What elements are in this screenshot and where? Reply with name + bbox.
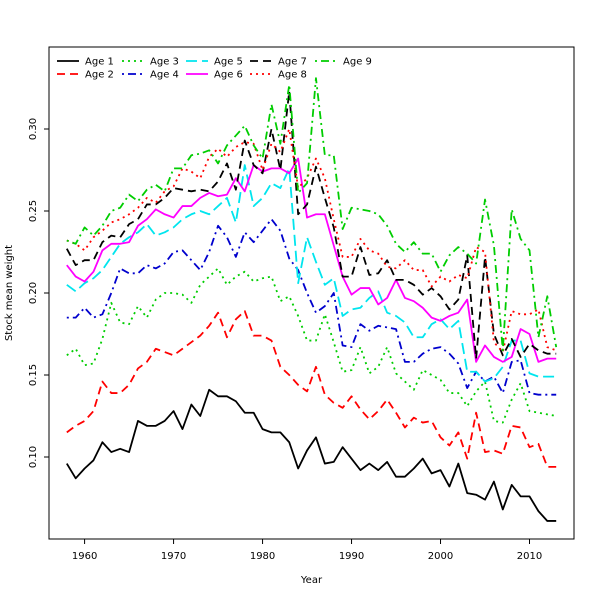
- legend: Age 1 Age 2 Age 3 Age 4 Age 5 Age 6 Age 7 Age 8…: [57, 57, 372, 81]
- x-tick-label: 1980: [250, 551, 275, 562]
- x-tick-label: 1960: [72, 551, 97, 562]
- series-line-age-2: [66, 310, 557, 468]
- legend-label-age-4: Age 4: [150, 70, 179, 81]
- legend-label-age-7: Age 7: [278, 57, 307, 68]
- x-axis-label: Year: [300, 575, 323, 586]
- legend-label-age-6: Age 6: [214, 70, 243, 81]
- series-line-age-3: [66, 267, 557, 424]
- x-axis: 1960 1970 1980 1990 2000 2010: [72, 539, 542, 562]
- y-tick-label: 0.10: [28, 446, 39, 468]
- series-line-age-9: [66, 77, 558, 352]
- y-tick-label: 0.15: [28, 364, 39, 386]
- y-tick-label: 0.25: [28, 200, 39, 222]
- legend-label-age-9: Age 9: [343, 57, 372, 68]
- legend-label-age-3: Age 3: [150, 57, 179, 68]
- series-line-age-4: [66, 218, 557, 396]
- legend-label-age-2: Age 2: [85, 70, 114, 81]
- y-tick-label: 0.20: [28, 282, 39, 304]
- series-line-age-7: [66, 90, 557, 360]
- legend-label-age-1: Age 1: [85, 57, 114, 68]
- x-tick-label: 1970: [161, 551, 186, 562]
- series-layer: [66, 77, 558, 522]
- y-axis: 0.10 0.15 0.20 0.25 0.30: [28, 118, 49, 468]
- series-line-age-5: [66, 164, 557, 383]
- x-tick-label: 2010: [517, 551, 542, 562]
- series-line-age-1: [66, 388, 557, 522]
- x-tick-label: 1990: [339, 551, 364, 562]
- y-tick-label: 0.30: [28, 118, 39, 140]
- legend-label-age-8: Age 8: [278, 70, 307, 81]
- y-axis-label: Stock mean weight: [4, 245, 15, 341]
- legend-label-age-5: Age 5: [214, 57, 243, 68]
- x-tick-label: 2000: [428, 551, 453, 562]
